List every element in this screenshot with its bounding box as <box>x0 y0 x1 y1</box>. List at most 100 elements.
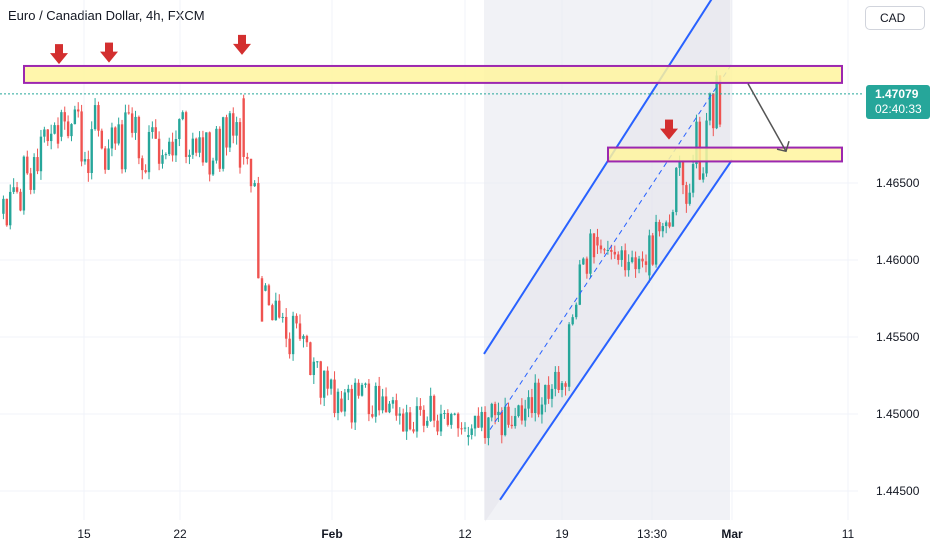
candle-up <box>517 404 520 418</box>
candle-up <box>497 402 500 423</box>
candle-down <box>564 381 567 396</box>
y-axis: 1.46500 1.46000 1.45500 1.45000 1.44500 <box>876 176 920 498</box>
candle-down <box>377 376 381 416</box>
candle-body <box>637 258 641 270</box>
candle-up <box>22 155 26 215</box>
candle-up <box>388 401 391 414</box>
candle-body <box>603 249 606 251</box>
candle-up <box>83 151 87 165</box>
candle-up <box>443 410 446 419</box>
candle-body <box>613 251 616 255</box>
candle-body <box>60 112 63 137</box>
candle-body <box>460 428 463 430</box>
candle-body <box>43 129 46 137</box>
candle-body <box>582 258 585 265</box>
candle-up <box>429 387 432 423</box>
candle-body <box>141 158 144 171</box>
candle-body <box>446 412 450 425</box>
candle-body <box>194 138 198 153</box>
y-tick-label: 1.46500 <box>876 176 920 190</box>
candle-body <box>201 137 205 163</box>
candle-down <box>610 244 613 260</box>
candle-up <box>73 105 77 125</box>
candle-down <box>309 341 312 376</box>
candle-down <box>120 119 124 174</box>
candle-down <box>246 152 249 165</box>
candle-up <box>463 422 467 432</box>
candle-up <box>708 92 712 126</box>
candle-body <box>56 125 60 144</box>
candle-down <box>350 384 353 429</box>
candle-body <box>264 285 267 291</box>
candle-body <box>305 335 309 343</box>
candle-body <box>174 139 178 156</box>
candle-up <box>70 123 73 142</box>
candle-body <box>648 235 651 276</box>
y-tick-label: 1.46000 <box>876 253 920 267</box>
marker-stem <box>238 34 246 45</box>
candle-up <box>405 404 408 440</box>
candle-up <box>671 209 675 227</box>
candle-body <box>134 116 137 133</box>
candle-down <box>295 313 298 329</box>
candle-up <box>93 98 97 131</box>
candle-down <box>333 371 336 418</box>
candle-body <box>100 130 104 149</box>
candle-body <box>436 420 439 432</box>
candle-body <box>15 187 19 192</box>
candle-down <box>26 150 29 175</box>
candle-body <box>319 361 322 398</box>
projection-arrow-head <box>776 140 790 153</box>
candle-body <box>554 371 557 389</box>
candle-body <box>381 396 384 411</box>
candle-body <box>114 127 117 144</box>
candle-down <box>29 167 32 195</box>
candle-body <box>564 383 567 387</box>
down-arrow-marker <box>100 42 118 63</box>
candle-down <box>340 391 343 413</box>
candle-up <box>205 132 208 163</box>
candle-body <box>517 405 520 417</box>
candle-up <box>589 229 592 278</box>
candle-body <box>364 383 367 385</box>
candle-down <box>419 398 422 416</box>
candle-up <box>107 139 110 171</box>
candle-body <box>377 385 381 411</box>
chart-title: Euro / Canadian Dollar, 4h, FXCM <box>8 8 205 23</box>
candle-up <box>353 378 357 430</box>
currency-selector[interactable]: CAD <box>865 6 925 30</box>
candle-up <box>322 370 326 407</box>
candle-body <box>606 249 610 251</box>
candle-down <box>432 394 436 428</box>
candle-body <box>19 191 22 211</box>
marker-head <box>100 51 118 63</box>
candle-body <box>77 109 80 112</box>
candle-body <box>267 285 271 306</box>
down-arrow-marker <box>233 34 251 55</box>
candle-body <box>537 382 540 415</box>
candle-down <box>238 118 242 174</box>
candle-body <box>66 121 70 137</box>
candle-body <box>524 408 527 421</box>
candle-up <box>453 412 456 416</box>
candle-down <box>288 332 291 359</box>
candle-body <box>288 338 291 355</box>
candle-body <box>527 397 530 409</box>
candle-body <box>274 300 278 321</box>
candle-body <box>691 164 695 193</box>
candle-body <box>701 173 705 180</box>
candle-body <box>333 379 336 414</box>
candle-body <box>322 370 326 398</box>
candle-up <box>110 122 114 157</box>
candle-body <box>596 236 599 246</box>
candle-down <box>144 164 147 174</box>
candle-up <box>575 302 578 320</box>
candle-body <box>520 405 524 421</box>
candle-up <box>540 397 544 424</box>
candle-body <box>107 148 110 170</box>
candle-down <box>530 388 534 418</box>
candle-body <box>295 315 298 324</box>
candle-up <box>544 384 547 413</box>
candle-up <box>630 250 634 264</box>
candle-up <box>221 116 225 172</box>
